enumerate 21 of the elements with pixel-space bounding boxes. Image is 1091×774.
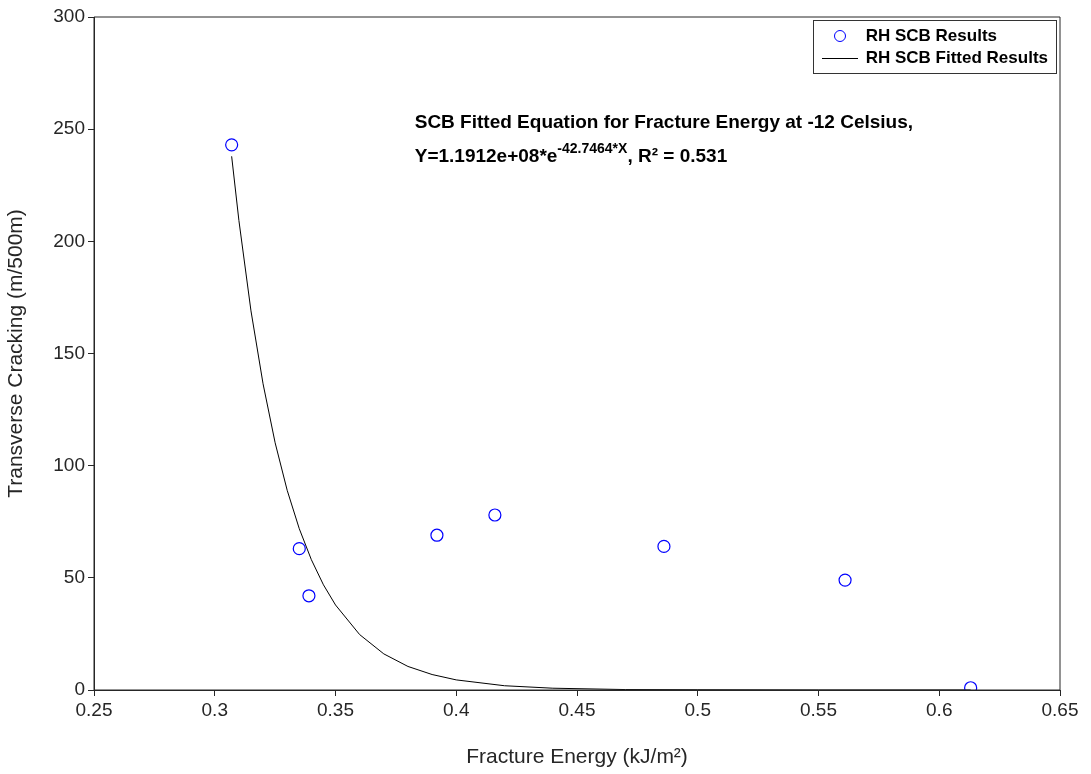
x-tick-label: 0.3 <box>201 698 228 720</box>
x-tick-label: 0.45 <box>558 698 596 720</box>
y-tick-label: 150 <box>53 341 85 363</box>
y-tick-label: 250 <box>53 117 85 139</box>
x-tick-label: 0.35 <box>317 698 354 720</box>
y-tick-label: 0 <box>74 678 85 700</box>
x-tick-label: 0.4 <box>443 698 470 720</box>
legend-label: RH SCB Results <box>865 26 998 46</box>
annotation: SCB Fitted Equation for Fracture Energy at -12 Celsius, <box>414 111 914 133</box>
x-tick-label: 0.55 <box>800 698 837 720</box>
x-axis-title: Fracture Energy (kJ/m²) <box>466 744 688 768</box>
legend-label: RH SCB Fitted Results <box>865 48 1048 68</box>
x-tick-label: 0.6 <box>926 698 953 720</box>
y-tick-label: 300 <box>53 5 85 27</box>
y-tick-label: 50 <box>63 566 85 588</box>
x-tick-label: 0.5 <box>684 698 711 720</box>
y-axis-title: Transverse Cracking (m/500m) <box>3 209 27 498</box>
x-tick-label: 0.25 <box>75 698 113 720</box>
y-tick-label: 100 <box>53 453 85 475</box>
x-tick-label: 0.65 <box>1041 698 1079 720</box>
y-tick-label: 200 <box>53 229 85 251</box>
